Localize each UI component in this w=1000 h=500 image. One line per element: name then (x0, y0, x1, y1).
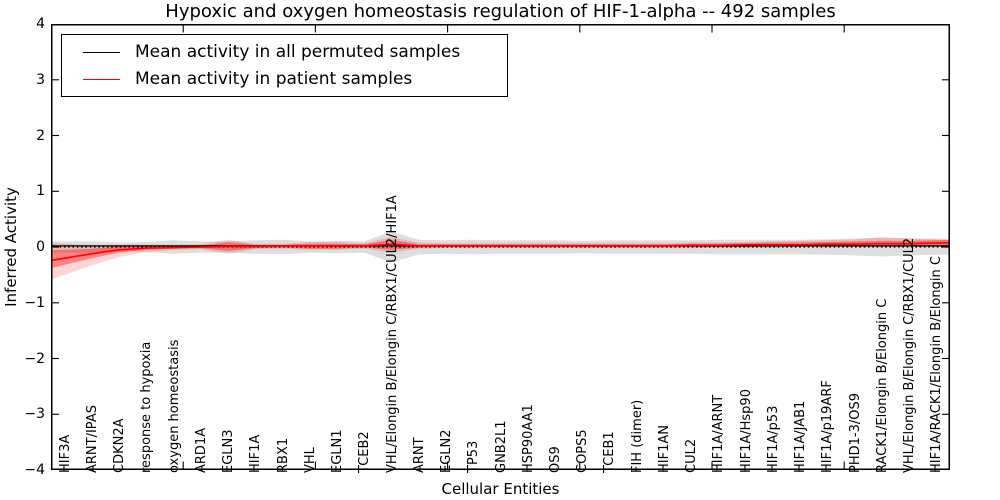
y-tick-label: 0 (36, 239, 45, 255)
legend-label-permuted: Mean activity in all permuted samples (135, 42, 461, 62)
band-patient-samples-activity-spread-outer- (51, 237, 950, 280)
legend-entry-patient: Mean activity in patient samples (62, 66, 507, 93)
axes-frame (51, 24, 950, 470)
legend-entry-permuted: Mean activity in all permuted samples (62, 39, 507, 66)
y-tick-label: −2 (24, 350, 45, 367)
y-tick-label: −3 (24, 406, 45, 423)
line-mean-activity-in-patient-samples (51, 242, 950, 262)
y-tick-label: 2 (36, 127, 45, 144)
legend-line-permuted-swatch (83, 51, 120, 53)
band-permuted-samples-activity-spread (51, 231, 950, 263)
legend-label-patient: Mean activity in patient samples (135, 69, 413, 89)
legend: Mean activity in all permuted samples Me… (61, 34, 508, 97)
y-tick-label: 4 (36, 16, 45, 32)
legend-line-patient-swatch (83, 78, 120, 80)
plot-area (51, 24, 950, 470)
y-tick-label: −1 (24, 294, 45, 311)
chart-title: Hypoxic and oxygen homeostasis regulatio… (165, 1, 836, 22)
y-tick-label: 3 (36, 71, 45, 88)
y-tick-label: 1 (36, 183, 45, 200)
y-tick-label: −4 (24, 462, 45, 478)
x-axis-label: Cellular Entities (441, 480, 560, 498)
